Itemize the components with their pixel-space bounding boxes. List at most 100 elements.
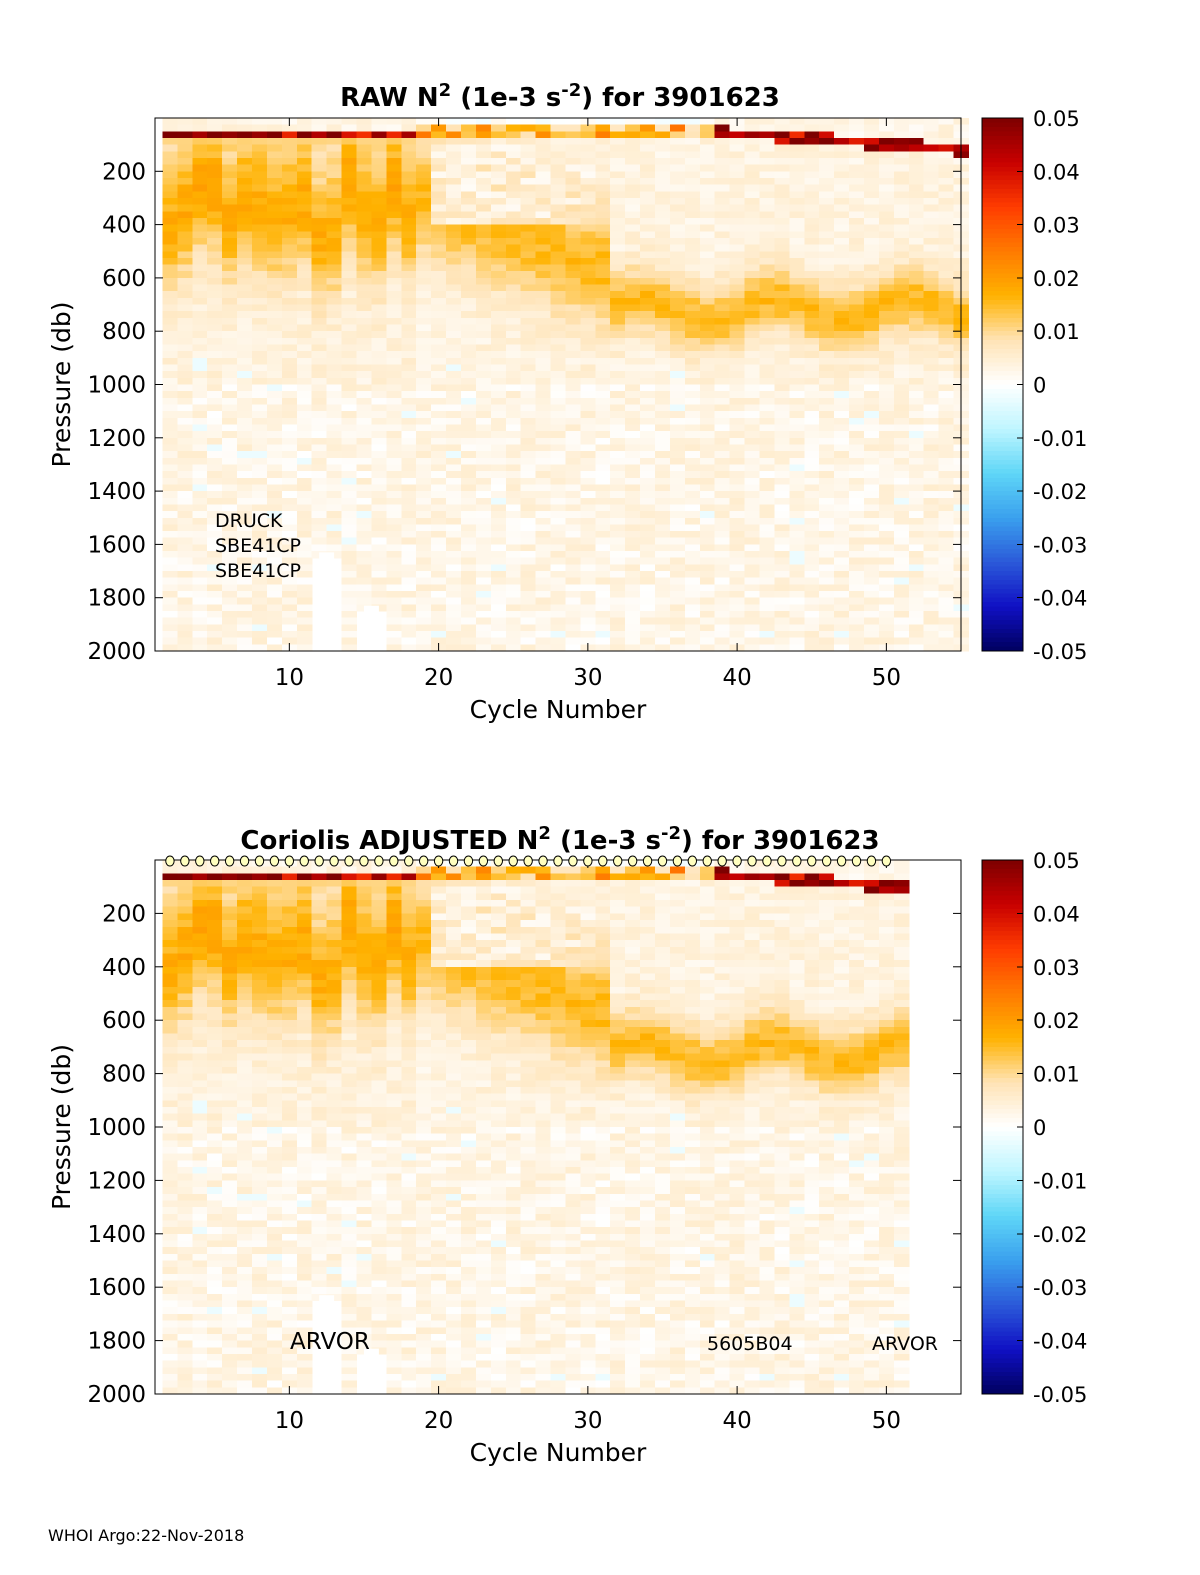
heatmap-cell [923, 417, 940, 426]
heatmap-cell [371, 264, 387, 272]
heatmap-cell [834, 631, 850, 639]
heatmap-cell [759, 584, 776, 592]
heatmap-cell [266, 244, 283, 252]
heatmap-cell [311, 144, 328, 152]
heatmap-cell [371, 517, 387, 526]
heatmap-cell [595, 337, 611, 346]
heatmap-cell [774, 424, 790, 432]
heatmap-cell [162, 537, 178, 545]
colorbar-tick-label: -0.03 [1033, 533, 1087, 557]
heatmap-cell [162, 364, 178, 372]
heatmap-cell [878, 271, 895, 279]
heatmap-cell [744, 384, 761, 392]
heatmap-cell [281, 151, 298, 159]
heatmap-cell [490, 324, 507, 332]
heatmap-cell [192, 973, 208, 981]
heatmap-cell [863, 244, 880, 252]
heatmap-cell [281, 457, 298, 466]
colorbar-step [982, 193, 1023, 199]
heatmap-cell [460, 324, 477, 332]
heatmap-cell [207, 464, 223, 472]
heatmap-cell [281, 284, 298, 292]
heatmap-cell [490, 384, 507, 392]
colorbar: 0.050.040.030.020.010-0.01-0.02-0.03-0.0… [981, 107, 1087, 664]
heatmap-cell [610, 491, 626, 499]
sensor-annotation-salinity: SBE41CP [215, 560, 301, 582]
heatmap-cell [729, 344, 746, 352]
heatmap-cell [386, 371, 402, 379]
heatmap-cell [819, 484, 835, 492]
heatmap-cell [565, 511, 581, 519]
heatmap-cell [923, 391, 940, 399]
heatmap-cell [416, 644, 432, 652]
heatmap-cell [311, 157, 328, 166]
heatmap-cell [610, 157, 626, 166]
heatmap-cell [729, 491, 746, 499]
heatmap-cell [505, 404, 522, 412]
heatmap-cell [789, 184, 805, 192]
heatmap-cell [655, 217, 671, 226]
heatmap-cell [296, 471, 313, 479]
heatmap-cell [893, 217, 910, 226]
heatmap-cell [565, 191, 581, 199]
heatmap-cell [460, 424, 477, 432]
heatmap-cell [386, 591, 402, 599]
heatmap-cell [744, 271, 761, 279]
heatmap-cell [610, 611, 626, 619]
heatmap-cell [296, 391, 313, 399]
heatmap-cell [237, 1340, 253, 1348]
heatmap-cell [356, 491, 373, 499]
heatmap-cell [192, 291, 208, 299]
heatmap-cell [341, 484, 358, 492]
heatmap-cell [684, 504, 701, 512]
heatmap-cell [356, 271, 373, 279]
heatmap-cell [878, 124, 895, 132]
colorbar-step [982, 619, 1023, 625]
heatmap-cell [401, 477, 417, 486]
heatmap-cell [774, 211, 790, 219]
heatmap-cell [386, 564, 402, 572]
heatmap-cell [401, 184, 417, 192]
heatmap-cell [535, 297, 552, 306]
heatmap-cell [610, 424, 626, 432]
heatmap-cell [252, 604, 268, 612]
heatmap-cell [834, 197, 850, 206]
heatmap-cell [893, 591, 910, 599]
heatmap-cell [207, 197, 223, 206]
heatmap-cell [475, 477, 492, 486]
heatmap-cell [446, 371, 462, 379]
heatmap-cell [341, 264, 358, 272]
heatmap-cell [222, 1040, 238, 1048]
heatmap-cell [177, 1193, 193, 1202]
heatmap-cell [550, 617, 567, 625]
heatmap-cell [535, 311, 552, 319]
heatmap-cell [938, 297, 955, 306]
heatmap-cell [475, 231, 492, 239]
heatmap-cell [520, 204, 537, 212]
colorbar-step [982, 380, 1023, 385]
heatmap-cell [759, 317, 776, 326]
heatmap-cell [416, 311, 432, 319]
heatmap-cell [341, 151, 358, 159]
heatmap-cell [640, 284, 656, 292]
colorbar-step [982, 535, 1023, 541]
heatmap-cell [669, 131, 686, 139]
heatmap-cell [849, 504, 865, 512]
heatmap-cell [446, 511, 462, 519]
heatmap-cell [550, 144, 567, 152]
colorbar-step [982, 340, 1023, 346]
heatmap-cell [356, 217, 373, 226]
heatmap-cell [714, 224, 731, 232]
heatmap-cell [311, 371, 328, 379]
heatmap-cell [625, 597, 641, 605]
heatmap-cell [222, 144, 238, 152]
heatmap-cell [878, 571, 895, 579]
heatmap-cell [475, 537, 492, 545]
heatmap-cell [177, 1180, 193, 1188]
heatmap-cell [520, 171, 537, 179]
heatmap-cell [908, 317, 925, 326]
heatmap-cell [520, 524, 537, 532]
heatmap-cell [237, 344, 253, 352]
heatmap-cell [893, 444, 910, 452]
heatmap-cell [849, 184, 865, 192]
